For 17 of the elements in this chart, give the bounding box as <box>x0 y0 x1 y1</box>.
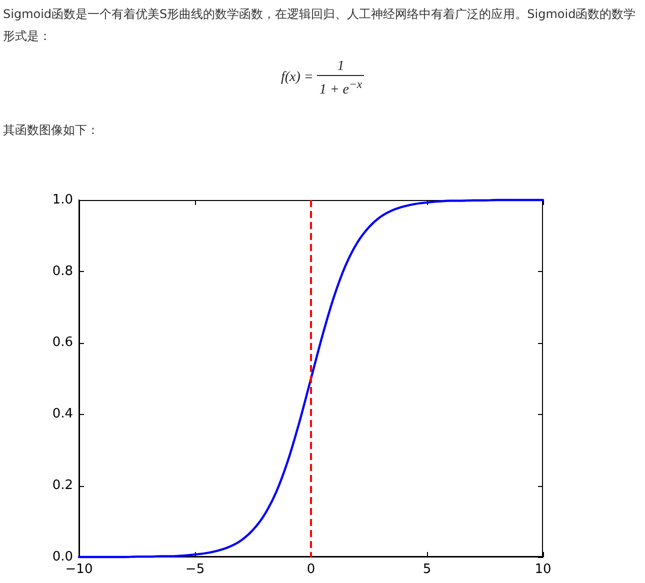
y-tick-label: 0.6 <box>52 335 73 350</box>
text: 1 <box>317 58 364 76</box>
text: 其函数图像如下： <box>3 122 99 139</box>
y-tick-label: 0.4 <box>52 406 73 422</box>
x-tick-label: 5 <box>422 562 432 578</box>
text: Sigmoid函数是一个有着优美S形曲线的数学函数，在逻辑回归、人工神经网络中有着广泛的应用。Sigmoid函数的数学形式是： <box>3 6 637 45</box>
x-tick-label: 10 <box>534 562 552 578</box>
line-series <box>78 198 544 558</box>
y-tick-label: 0.2 <box>52 478 73 493</box>
x-tick-label: 0 <box>306 562 316 578</box>
x-tick-label: −10 <box>65 562 93 578</box>
text: f(x) = <box>280 70 314 86</box>
y-tick-label: 0.0 <box>52 549 73 564</box>
y-tick-label: 0.8 <box>52 264 73 279</box>
x-tick-label: −5 <box>185 562 205 578</box>
text: 1 + e$^{−x}$ <box>318 77 364 99</box>
y-tick-label: 1.0 <box>52 192 73 208</box>
